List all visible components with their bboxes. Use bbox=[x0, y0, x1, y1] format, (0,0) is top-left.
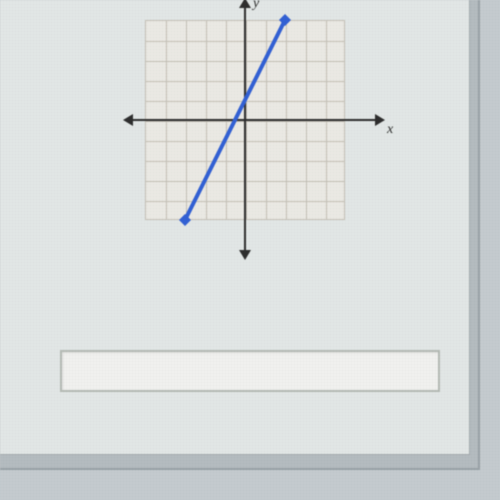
answer-input[interactable] bbox=[60, 350, 440, 392]
outer-frame: y x bbox=[0, 0, 480, 470]
arrow-right-icon bbox=[375, 114, 385, 126]
coordinate-graph: y x bbox=[125, 0, 365, 260]
x-axis-label: x bbox=[387, 122, 393, 138]
arrow-up-icon bbox=[239, 0, 251, 8]
inner-panel: y x bbox=[0, 0, 470, 455]
y-axis-label: y bbox=[253, 0, 259, 12]
arrow-left-icon bbox=[123, 114, 133, 126]
arrow-down-icon bbox=[239, 250, 251, 260]
plotted-line bbox=[145, 20, 345, 220]
